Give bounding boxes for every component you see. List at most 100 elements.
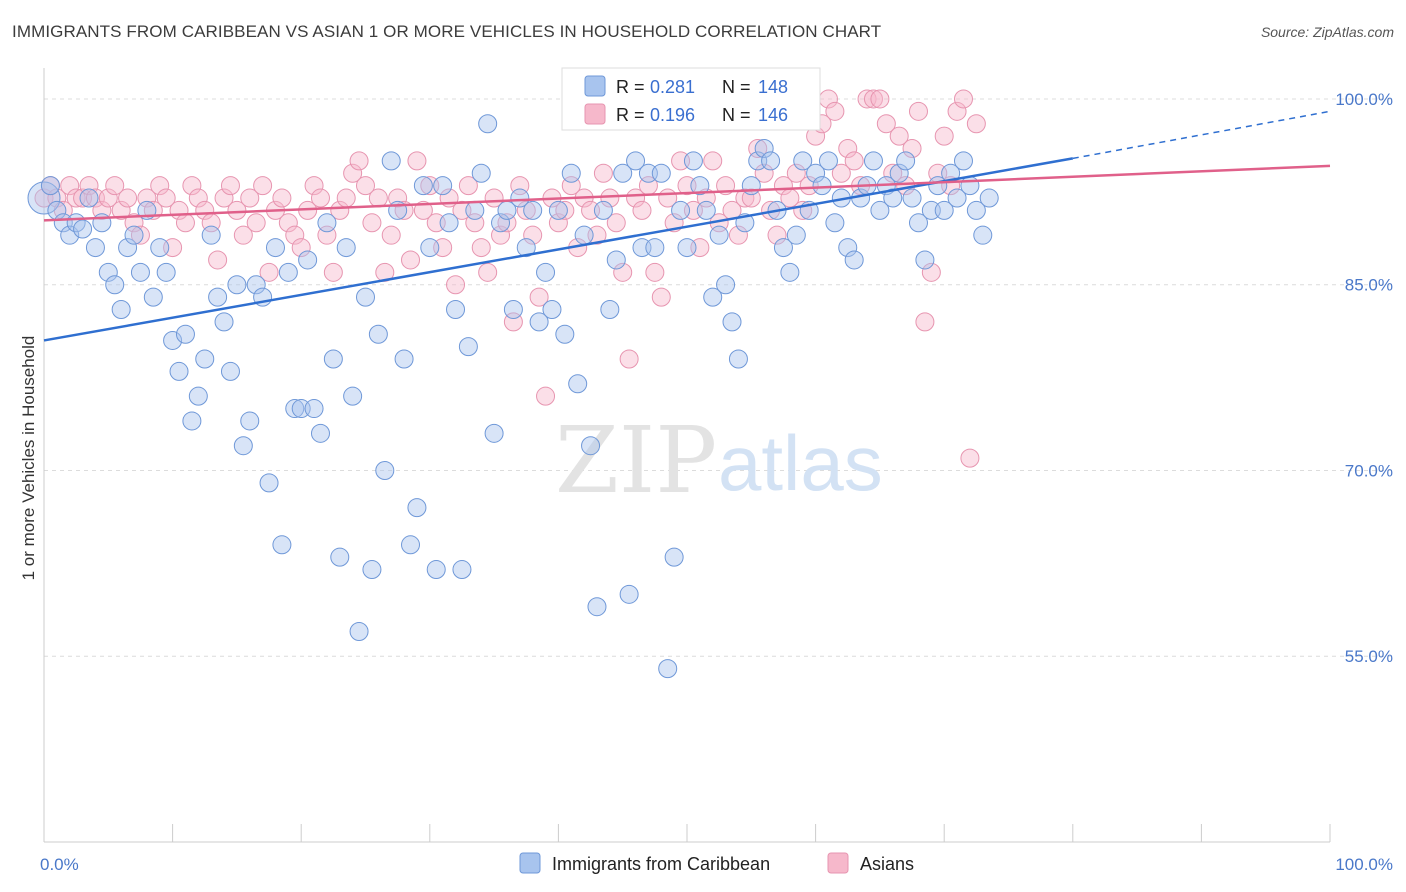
caribbean-point [195, 349, 215, 369]
caribbean-point [484, 423, 504, 443]
caribbean-point [310, 423, 330, 443]
caribbean-point [889, 163, 909, 183]
series-legend: Immigrants from Caribbean Asians [519, 852, 914, 874]
caribbean-point [613, 163, 633, 183]
legend-swatch-caribbean [584, 75, 606, 97]
caribbean-point [285, 399, 305, 419]
asians-point [632, 200, 652, 220]
caribbean-point [728, 349, 748, 369]
asians-point [921, 262, 941, 282]
caribbean-point [703, 287, 723, 307]
caribbean-point [651, 163, 671, 183]
asians-point [825, 101, 845, 121]
caribbean-point [246, 275, 266, 295]
caribbean-point [979, 188, 999, 208]
asians-point [754, 163, 774, 183]
caribbean-trend-line [43, 157, 1074, 342]
asians-point [220, 176, 240, 196]
caribbean-point [330, 547, 350, 567]
legend-r-label-2: R = [616, 105, 645, 125]
caribbean-point [85, 238, 105, 258]
caribbean-point [773, 238, 793, 258]
y-tick-label-0: 100.0% [1335, 90, 1393, 109]
asians-point [883, 163, 903, 183]
y-tick-label-3: 55.0% [1345, 647, 1393, 666]
caribbean-point [73, 219, 93, 239]
asians-point [272, 188, 292, 208]
asians-point [60, 176, 80, 196]
asians-point [728, 225, 748, 245]
asians-point [626, 188, 646, 208]
asians-point [458, 176, 478, 196]
caribbean-point [426, 560, 446, 580]
trend-lines [43, 110, 1331, 342]
caribbean-point [278, 262, 298, 282]
asians-point [600, 188, 620, 208]
asians-point [401, 250, 421, 270]
caribbean-point [863, 151, 883, 171]
asians-point [651, 287, 671, 307]
caribbean-point [722, 312, 742, 332]
caribbean-point [111, 299, 131, 319]
bottom-legend-label-caribbean: Immigrants from Caribbean [552, 854, 770, 874]
asians-point [310, 188, 330, 208]
caribbean-point [343, 386, 363, 406]
caribbean-point [510, 188, 530, 208]
asians-point [233, 225, 253, 245]
caribbean-point [214, 312, 234, 332]
asians-point [735, 188, 755, 208]
asians-point [118, 188, 138, 208]
asians-point [516, 200, 536, 220]
caribbean-point [349, 621, 369, 641]
caribbean-point [915, 250, 935, 270]
caribbean-point [677, 238, 697, 258]
caribbean-point [587, 597, 607, 617]
caribbean-point [471, 163, 491, 183]
caribbean-point [806, 163, 826, 183]
caribbean-point [401, 535, 421, 555]
caribbean-point [568, 374, 588, 394]
chart-title: IMMIGRANTS FROM CARIBBEAN VS ASIAN 1 OR … [12, 22, 882, 41]
asians-point [767, 225, 787, 245]
caribbean-point [645, 238, 665, 258]
caribbean-point [265, 238, 285, 258]
caribbean-point [40, 176, 60, 196]
caribbean-point [838, 238, 858, 258]
caribbean-point [156, 262, 176, 282]
caribbean-point [413, 176, 433, 196]
caribbean-point [233, 436, 253, 456]
asians-point [844, 151, 864, 171]
caribbean-point [683, 151, 703, 171]
caribbean-point [201, 225, 221, 245]
caribbean-point [825, 213, 845, 233]
asians-point [529, 287, 549, 307]
caribbean-point [375, 460, 395, 480]
caribbean-point [529, 312, 549, 332]
caribbean-point [356, 287, 375, 307]
caribbean-point [523, 200, 543, 220]
asians-trend-line [43, 164, 1331, 222]
caribbean-point [908, 213, 928, 233]
caribbean-point [600, 299, 620, 319]
asians-point [214, 188, 234, 208]
asians-point [304, 176, 324, 196]
asians-points [34, 89, 986, 468]
asians-point [863, 89, 883, 109]
bottom-legend-swatch-asians [827, 852, 849, 874]
asians-point [285, 225, 305, 245]
caribbean-point [536, 262, 556, 282]
caribbean-point [812, 176, 832, 196]
asians-point [407, 151, 427, 171]
asians-point [150, 176, 170, 196]
caribbean-point [671, 200, 691, 220]
caribbean-point [452, 560, 472, 580]
asians-point [356, 176, 375, 196]
caribbean-point [27, 181, 61, 215]
caribbean-point [407, 498, 427, 518]
axes [43, 68, 1331, 843]
asians-point [291, 238, 311, 258]
asians-point [870, 89, 890, 109]
caribbean-point [439, 213, 459, 233]
caribbean-trend-extension [1072, 110, 1331, 160]
caribbean-point [953, 151, 973, 171]
